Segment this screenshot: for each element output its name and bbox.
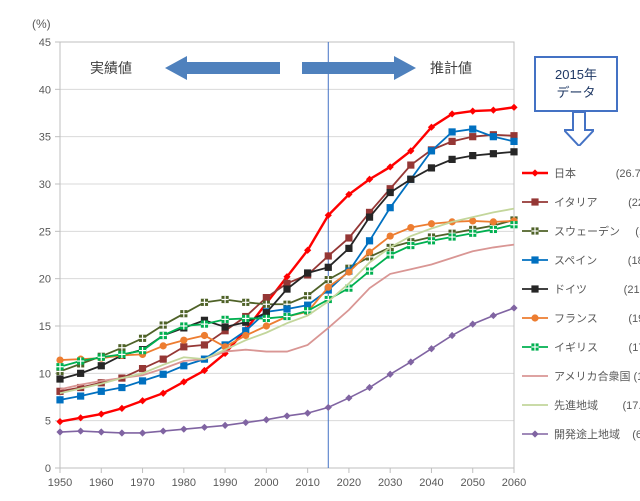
svg-text:2020: 2020 bbox=[337, 477, 361, 489]
legend-item-sweden: スウェーデン (19.9) bbox=[522, 216, 640, 245]
svg-text:2010: 2010 bbox=[295, 477, 319, 489]
legend-label: アメリカ合衆国 (14.8) bbox=[554, 368, 640, 384]
svg-text:40: 40 bbox=[39, 84, 51, 96]
legend-item-germany: ドイツ (21.2) bbox=[522, 274, 640, 303]
svg-text:2060: 2060 bbox=[502, 477, 526, 489]
svg-text:1990: 1990 bbox=[213, 477, 237, 489]
legend-label: スウェーデン (19.9) bbox=[554, 223, 640, 239]
svg-text:45: 45 bbox=[39, 37, 51, 49]
legend-label: イギリス (17.8) bbox=[554, 339, 640, 355]
svg-text:1980: 1980 bbox=[172, 477, 196, 489]
legend-label: 日本 (26.7) bbox=[554, 165, 640, 181]
data-year-box: 2015年 データ bbox=[534, 56, 618, 112]
svg-text:15: 15 bbox=[39, 321, 51, 333]
svg-text:(%): (%) bbox=[32, 17, 51, 31]
legend-item-japan: 日本 (26.7) bbox=[522, 158, 640, 187]
legend-item-developed: 先進地域 (17.6) bbox=[522, 390, 640, 419]
svg-text:2000: 2000 bbox=[254, 477, 278, 489]
legend-label: 先進地域 (17.6) bbox=[554, 397, 640, 413]
svg-text:10: 10 bbox=[39, 368, 51, 380]
svg-text:2040: 2040 bbox=[419, 477, 443, 489]
databox-line2: データ bbox=[556, 85, 595, 100]
databox-line1: 2015年 bbox=[555, 67, 597, 82]
svg-text:5: 5 bbox=[45, 416, 51, 428]
svg-text:25: 25 bbox=[39, 226, 51, 238]
svg-text:1950: 1950 bbox=[48, 477, 72, 489]
legend-label: ドイツ (21.2) bbox=[554, 281, 640, 297]
legend-item-spain: スペイン (18.8) bbox=[522, 245, 640, 274]
svg-text:35: 35 bbox=[39, 132, 51, 144]
svg-text:2050: 2050 bbox=[460, 477, 484, 489]
legend: 日本 (26.7) イタリア (22.4) スウェーデン (19.9) スペイン (1… bbox=[522, 158, 640, 448]
legend-item-france: フランス (19.1) bbox=[522, 303, 640, 332]
annot-actual: 実績値 bbox=[90, 58, 132, 78]
legend-label: フランス (19.1) bbox=[554, 310, 640, 326]
svg-text:0: 0 bbox=[45, 463, 51, 475]
legend-item-uk: イギリス (17.8) bbox=[522, 332, 640, 361]
legend-label: イタリア (22.4) bbox=[554, 194, 640, 210]
svg-text:20: 20 bbox=[39, 274, 51, 286]
annot-estimate: 推計値 bbox=[430, 58, 472, 78]
svg-text:1970: 1970 bbox=[130, 477, 154, 489]
databox-arrow-icon bbox=[564, 112, 594, 146]
svg-text:30: 30 bbox=[39, 179, 51, 191]
legend-item-italy: イタリア (22.4) bbox=[522, 187, 640, 216]
legend-item-developing: 開発途上地域 (6.4) bbox=[522, 419, 640, 448]
svg-text:2030: 2030 bbox=[378, 477, 402, 489]
legend-item-usa: アメリカ合衆国 (14.8) bbox=[522, 361, 640, 390]
legend-label: スペイン (18.8) bbox=[554, 252, 640, 268]
svg-text:1960: 1960 bbox=[89, 477, 113, 489]
legend-label: 開発途上地域 (6.4) bbox=[554, 426, 640, 442]
